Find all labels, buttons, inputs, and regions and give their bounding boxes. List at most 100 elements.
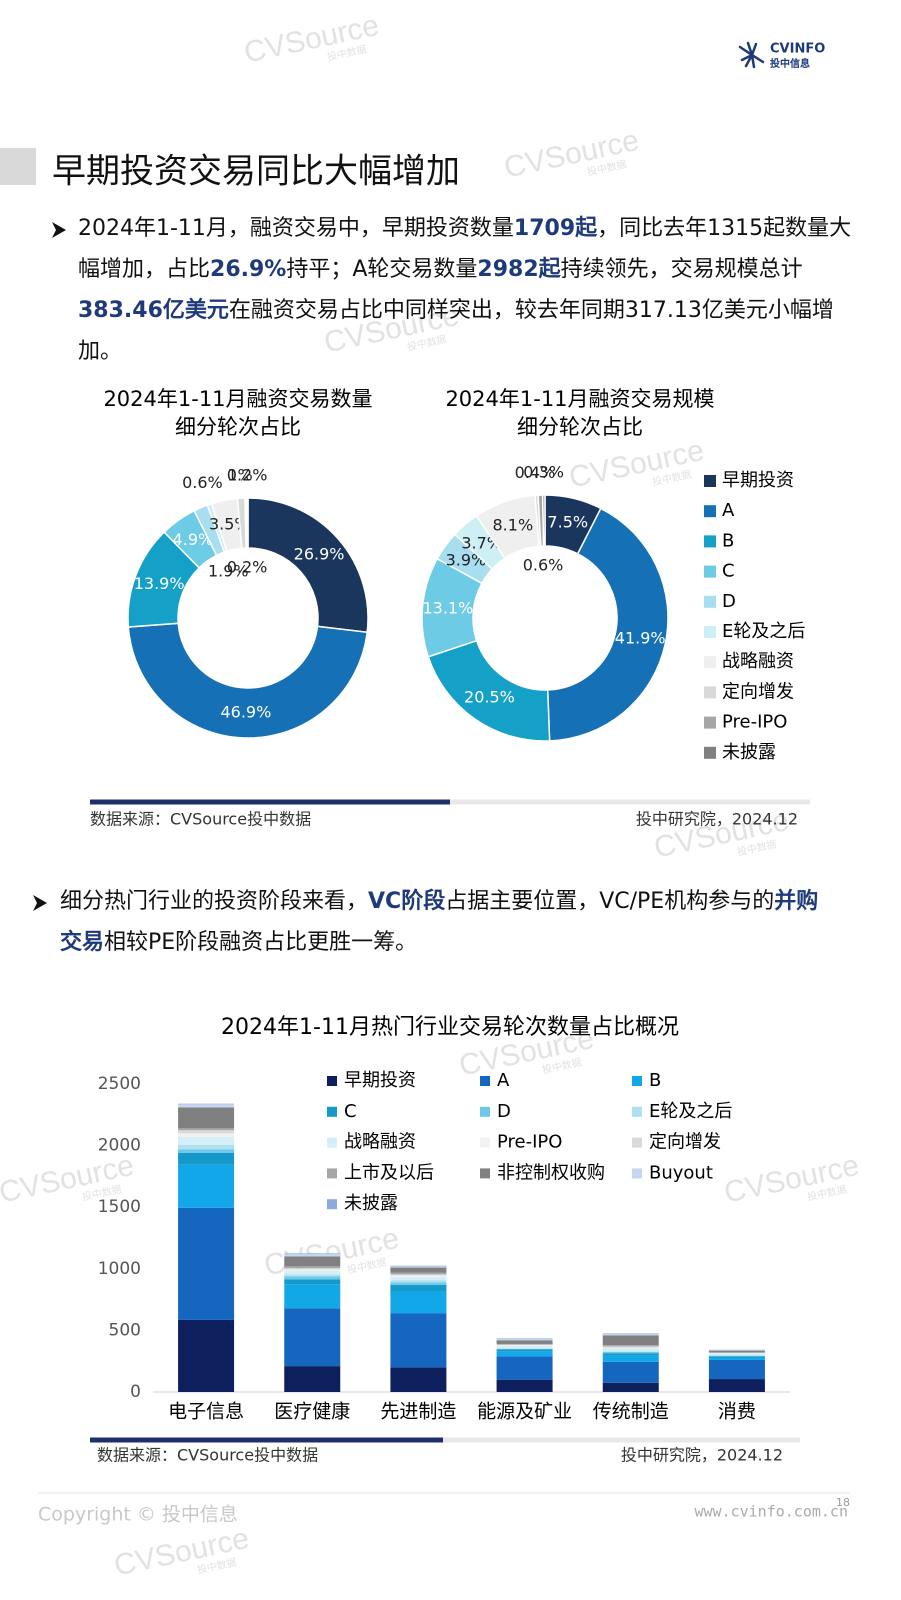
x-tick-label: 先进制造: [380, 1401, 456, 1423]
bar-segment: [602, 1347, 659, 1349]
data-label: 7.5%: [547, 513, 588, 532]
bar-segment: [178, 1152, 235, 1165]
legend-swatch: [480, 1076, 490, 1086]
x-tick-label: 消费: [718, 1401, 756, 1423]
data-label: 13.9%: [134, 574, 185, 593]
data-label: 13.1%: [422, 599, 473, 618]
bar-segment: [708, 1379, 765, 1392]
bar-segment: [602, 1355, 659, 1362]
legend-swatch: [704, 746, 716, 759]
bar-segment: [284, 1279, 341, 1285]
bar-segment: [496, 1339, 553, 1341]
legend-label: 非控制权收购: [497, 1162, 605, 1183]
bar-segment: [496, 1340, 553, 1344]
bar-segment: [390, 1272, 447, 1275]
legend-label: C: [722, 561, 735, 582]
data-label: 1%: [227, 466, 252, 485]
bar-segment: [178, 1144, 235, 1150]
data-label: 0.2%: [227, 466, 268, 485]
legend-swatch: [704, 686, 716, 699]
title-marker: [0, 148, 36, 185]
bar-segment: [496, 1379, 553, 1392]
bar-segment: [390, 1267, 447, 1273]
bar-segment: [284, 1274, 341, 1277]
highlight-text: 383.46亿美元: [78, 298, 229, 323]
legend-label: A: [722, 500, 735, 521]
bar-segment: [178, 1207, 235, 1320]
body-text: 在融资交易占比中同样突出，较去年同期317.13亿美元小幅增加。: [78, 298, 834, 364]
data-label: 41.9%: [615, 628, 666, 647]
legend-label: B: [722, 530, 734, 551]
bar-segment: [390, 1367, 447, 1392]
legend-label: 未披露: [344, 1193, 398, 1214]
legend-swatch: [704, 716, 716, 729]
bar-segment: [284, 1254, 341, 1257]
donut-title: 2024年1-11月融资交易数量: [103, 387, 372, 411]
bar-segment: [602, 1334, 659, 1336]
legend-label: 早期投资: [344, 1070, 416, 1091]
bar-segment: [284, 1266, 341, 1269]
body-text: ，同比去年1315起数量大幅增加，占比: [78, 216, 852, 282]
y-tick-label: 2000: [98, 1136, 141, 1156]
data-label: 20.5%: [464, 688, 515, 707]
bar-segment: [390, 1282, 447, 1285]
legend-label: D: [722, 591, 736, 612]
data-label: 0.4%: [515, 463, 556, 482]
bar-segment: [496, 1351, 553, 1357]
logo-text: CVINFO: [770, 42, 825, 57]
legend-swatch: [632, 1106, 642, 1117]
data-label: 46.9%: [220, 702, 271, 721]
bar-segment: [390, 1275, 447, 1277]
legend-label: Buyout: [649, 1162, 713, 1183]
bar-segment: [708, 1356, 765, 1358]
bar-segment: [602, 1333, 659, 1335]
copyright: Copyright © 投中信息: [38, 1504, 238, 1526]
legend-swatch: [327, 1199, 337, 1210]
watermark-text: CVSource: [111, 1522, 252, 1583]
highlight-text: 1709起: [513, 216, 598, 241]
x-tick-label: 电子信息: [168, 1401, 244, 1423]
bar-segment: [390, 1280, 447, 1283]
legend-label: E轮及之后: [649, 1101, 732, 1122]
body-text: 2024年1-11月，融资交易中，早期投资数量: [78, 216, 514, 241]
bar-segment: [602, 1351, 659, 1354]
x-tick-label: 医疗健康: [274, 1401, 350, 1423]
legend-label: 上市及以后: [344, 1162, 434, 1183]
y-tick-label: 500: [109, 1320, 141, 1340]
bar-segment: [708, 1355, 765, 1357]
donut-slice: [245, 497, 249, 549]
legend-label: Pre-IPO: [497, 1132, 562, 1153]
legend-swatch: [704, 535, 716, 548]
donut-slice: [127, 622, 368, 739]
bar-segment: [178, 1103, 235, 1105]
bar-segment: [602, 1382, 659, 1392]
donut-title: 2024年1-11月融资交易规模: [445, 387, 714, 411]
data-label: 4.9%: [173, 530, 214, 549]
legend-swatch: [327, 1076, 337, 1086]
bar-segment: [496, 1348, 553, 1350]
legend-swatch: [480, 1106, 490, 1117]
watermark-text: CVSource: [501, 124, 642, 185]
page-number: 18: [836, 1496, 850, 1509]
donut-slice: [546, 507, 669, 742]
bar-segment: [602, 1335, 659, 1346]
legend-swatch: [704, 565, 716, 578]
legend-swatch: [632, 1168, 642, 1179]
bullet: [52, 222, 66, 238]
x-tick-label: 能源及矿业: [477, 1401, 572, 1423]
bar-segment: [390, 1290, 447, 1314]
bar-segment: [496, 1348, 553, 1349]
bar-segment: [178, 1107, 235, 1129]
bar-segment: [178, 1136, 235, 1145]
bar-segment: [284, 1308, 341, 1367]
data-label: 0.6%: [523, 556, 564, 575]
bar-segment: [284, 1253, 341, 1255]
legend-label: 早期投资: [722, 470, 794, 491]
highlight-text: 2982起: [477, 257, 561, 282]
bar-segment: [496, 1345, 553, 1346]
bar-segment: [708, 1357, 765, 1360]
donut-slice: [541, 494, 546, 547]
legend-swatch: [480, 1168, 490, 1179]
data-label: 1.9%: [208, 562, 249, 581]
